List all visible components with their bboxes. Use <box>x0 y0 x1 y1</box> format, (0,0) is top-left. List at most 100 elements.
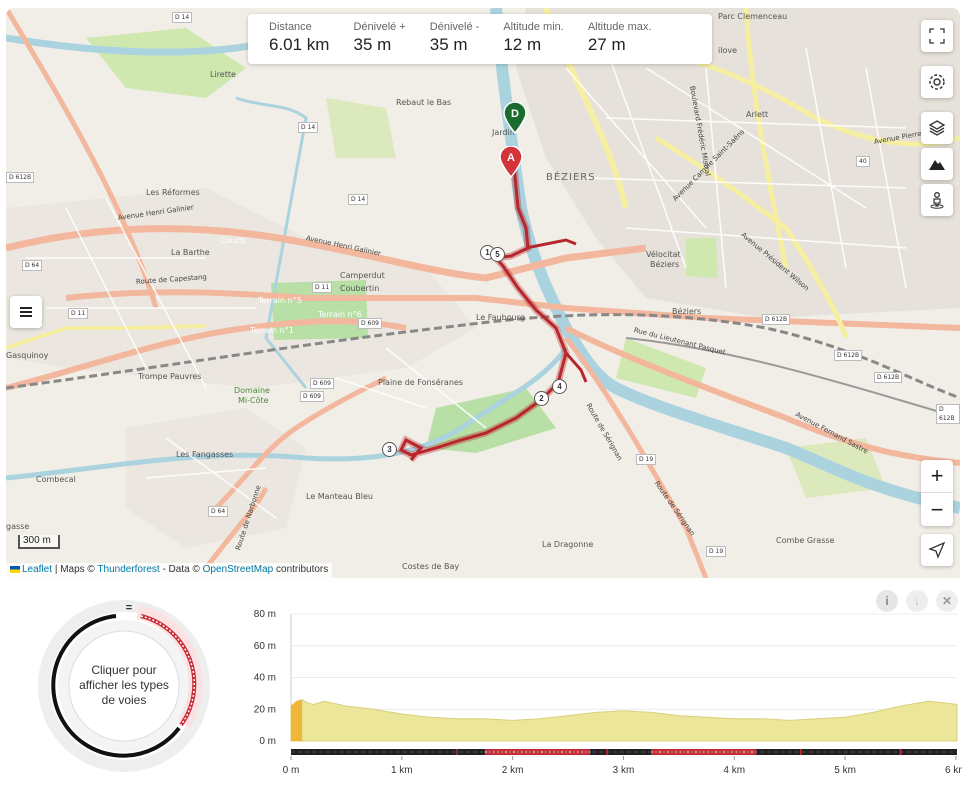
stat-label: Dénivelé + <box>353 21 406 33</box>
road-shield: D 612B <box>6 172 35 183</box>
gear-icon <box>929 74 945 90</box>
place-label: La Barthe <box>171 248 210 257</box>
place-label: Courts <box>220 236 247 245</box>
place-label: gasse <box>6 522 30 531</box>
thunderforest-link[interactable]: Thunderforest <box>97 564 160 575</box>
stat-value: 27 m <box>587 35 626 54</box>
place-label: Combecal <box>36 475 76 484</box>
place-label: BÉZIERS <box>546 172 596 183</box>
info-button[interactable]: i <box>876 590 898 612</box>
route-stats: Distance 6.01 km Dénivelé + 35 m Dénivel… <box>248 14 712 64</box>
end-marker-label: A <box>507 152 515 164</box>
place-label: Arlett <box>746 110 769 119</box>
stat-value: 12 m <box>503 35 542 54</box>
attribution-text: | Maps © <box>54 564 95 575</box>
download-button[interactable]: ↓ <box>906 590 928 612</box>
start-marker-label: D <box>511 108 519 120</box>
road-shield: D 609 <box>310 378 334 389</box>
y-tick-label: 0 m <box>259 736 276 747</box>
steep-segment <box>291 699 303 741</box>
layers-icon <box>928 120 946 136</box>
place-label: Lirette <box>210 70 236 79</box>
map-tiles[interactable] <box>6 8 960 578</box>
stat-label: Distance <box>269 21 312 33</box>
stat-value: 35 m <box>353 35 392 54</box>
place-label: Combe Grasse <box>776 536 835 545</box>
pegman-icon <box>930 192 944 209</box>
elevation-area <box>290 699 958 742</box>
scale-bar: 300 m <box>18 535 60 549</box>
place-label: Rebaut le Bas <box>396 98 452 107</box>
map-attribution: Leaflet | Maps © Thunderforest - Data © … <box>6 563 333 578</box>
menu-button[interactable] <box>10 296 42 328</box>
place-label: Mi-Côte <box>238 396 269 405</box>
road-shield: D 612B <box>834 350 863 361</box>
road-shield: D 612B <box>936 404 960 424</box>
road-shield: D 64 <box>208 506 229 517</box>
place-label: Le Faubourg <box>476 313 525 322</box>
road-shield: D 64 <box>22 260 43 271</box>
y-tick-label: 80 m <box>254 609 276 620</box>
y-tick-label: 40 m <box>254 673 276 684</box>
download-icon: ↓ <box>914 594 920 608</box>
leaflet-link[interactable]: Leaflet <box>22 564 53 575</box>
road-shield: D 609 <box>358 318 382 329</box>
settings-button[interactable] <box>921 66 953 98</box>
x-tick-label: 0 m <box>283 765 300 776</box>
waypoint-marker[interactable]: 2 <box>534 391 549 406</box>
navigation-arrow-icon <box>928 541 946 559</box>
y-tick-label: 60 m <box>254 641 276 652</box>
close-button[interactable]: ✕ <box>936 590 958 612</box>
ukraine-flag-icon <box>10 565 20 573</box>
expand-icon <box>929 28 945 44</box>
map-view[interactable]: BÉZIERS Lirette Rebaut le Bas Les Réform… <box>6 8 960 578</box>
waypoint-marker[interactable]: 5 <box>490 247 505 262</box>
ring-mark: = <box>126 602 132 614</box>
place-label: Terrain n°1 <box>250 326 294 335</box>
place-label: Terrain n°5 <box>258 296 302 305</box>
fullscreen-button[interactable] <box>921 20 953 52</box>
waypoint-marker[interactable]: 3 <box>382 442 397 457</box>
streetview-button[interactable] <box>921 184 953 216</box>
road-shield: D 11 <box>68 308 89 319</box>
elevation-chart[interactable]: 0 m 20 m 40 m 60 m 80 m 0 m 1 km 2 km 3 km 4 km 5 … <box>250 600 962 790</box>
place-label: Les Réformes <box>146 188 200 197</box>
close-icon: ✕ <box>941 594 953 608</box>
stat-elevation-gain: Dénivelé + 35 m <box>353 21 405 64</box>
place-label: Béziers <box>650 260 680 269</box>
road-shield: D 19 <box>706 546 727 557</box>
start-marker[interactable]: D <box>502 101 528 135</box>
stat-value: 6.01 km <box>269 35 330 54</box>
hamburger-icon <box>20 307 32 317</box>
place-label: Les Fangasses <box>176 450 234 459</box>
road-shield: D 14 <box>172 12 193 23</box>
x-tick-label: 4 km <box>723 765 745 776</box>
place-label: Vélocitat <box>646 250 681 259</box>
stat-label: Altitude min. <box>503 21 564 33</box>
osm-link[interactable]: OpenStreetMap <box>202 564 274 575</box>
place-label: Le Manteau Bleu <box>306 492 373 501</box>
place-label: La Dragonne <box>542 540 594 549</box>
road-shield: D 11 <box>312 282 333 293</box>
place-label: Coubertin <box>340 284 380 293</box>
terrain-button[interactable] <box>921 148 953 180</box>
waypoint-marker[interactable]: 4 <box>552 379 567 394</box>
place-label: Domaine <box>234 386 270 395</box>
road-shield: D 19 <box>636 454 657 465</box>
x-tick-label: 1 km <box>391 765 413 776</box>
stat-label: Altitude max. <box>587 21 652 33</box>
end-marker[interactable]: A <box>498 145 524 179</box>
zoom-in-button[interactable]: + <box>921 460 953 493</box>
place-label: ilove <box>718 46 737 55</box>
locate-button[interactable] <box>921 534 953 566</box>
layers-button[interactable] <box>921 112 953 144</box>
way-types-ring[interactable]: = <box>36 598 212 774</box>
place-label: Terrain n°6 <box>318 310 362 319</box>
place-label: Costes de Bay <box>402 562 460 571</box>
x-tick-label: 3 km <box>613 765 635 776</box>
road-shield: D 609 <box>300 391 324 402</box>
zoom-out-button[interactable]: − <box>930 496 944 522</box>
place-label: Plaine de Fonséranes <box>378 378 463 387</box>
stat-elevation-loss: Dénivelé - 35 m <box>430 21 480 64</box>
x-tick-label: 6 km <box>945 765 962 776</box>
